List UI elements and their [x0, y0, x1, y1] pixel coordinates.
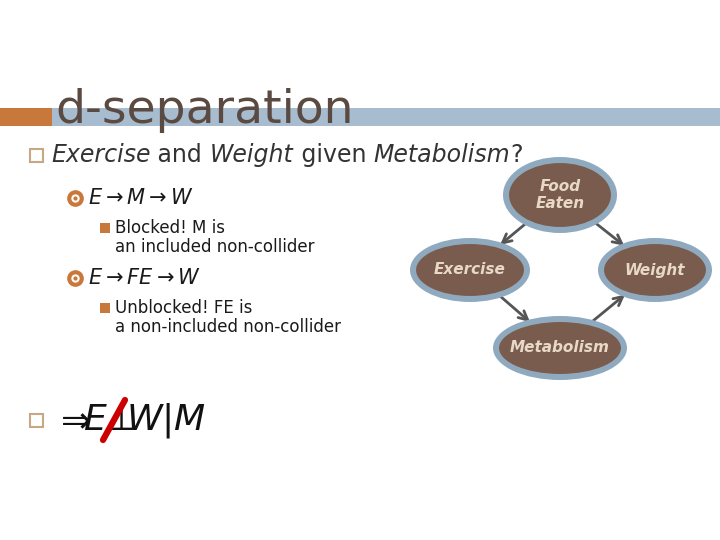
Text: $\Rightarrow$: $\Rightarrow$ — [53, 403, 91, 437]
Ellipse shape — [415, 243, 525, 297]
Text: ?: ? — [510, 143, 523, 167]
Text: Weight: Weight — [210, 143, 294, 167]
Text: Exercise: Exercise — [51, 143, 150, 167]
Ellipse shape — [410, 238, 530, 302]
Text: Exercise: Exercise — [434, 262, 506, 278]
Text: d-separation: d-separation — [55, 88, 354, 133]
Bar — [0, 108, 52, 126]
Text: and: and — [150, 143, 210, 167]
Ellipse shape — [498, 321, 622, 375]
Ellipse shape — [503, 157, 617, 233]
Bar — [100, 303, 110, 313]
Bar — [30, 414, 43, 427]
Text: Metabolism: Metabolism — [510, 341, 610, 355]
Bar — [52, 108, 720, 126]
Ellipse shape — [598, 238, 712, 302]
Text: Unblocked! FE is: Unblocked! FE is — [115, 299, 253, 317]
Text: a non-included non-collider: a non-included non-collider — [115, 318, 341, 336]
Text: Metabolism: Metabolism — [374, 143, 510, 167]
Bar — [30, 148, 43, 161]
Text: $\perp$: $\perp$ — [101, 403, 133, 437]
Text: Blocked! M is: Blocked! M is — [115, 219, 225, 237]
Text: $E \rightarrow FE \rightarrow W$: $E \rightarrow FE \rightarrow W$ — [88, 268, 201, 288]
Text: given: given — [294, 143, 374, 167]
Ellipse shape — [603, 243, 707, 297]
Text: an included non-collider: an included non-collider — [115, 238, 315, 256]
Ellipse shape — [493, 316, 627, 380]
Text: Weight: Weight — [625, 262, 685, 278]
Text: Food
Eaten: Food Eaten — [536, 179, 585, 211]
Text: $E$: $E$ — [83, 403, 108, 437]
Ellipse shape — [508, 162, 612, 228]
Text: $E \rightarrow M \rightarrow W$: $E \rightarrow M \rightarrow W$ — [88, 188, 194, 208]
Text: $W | M$: $W | M$ — [126, 401, 206, 440]
Bar — [100, 223, 110, 233]
